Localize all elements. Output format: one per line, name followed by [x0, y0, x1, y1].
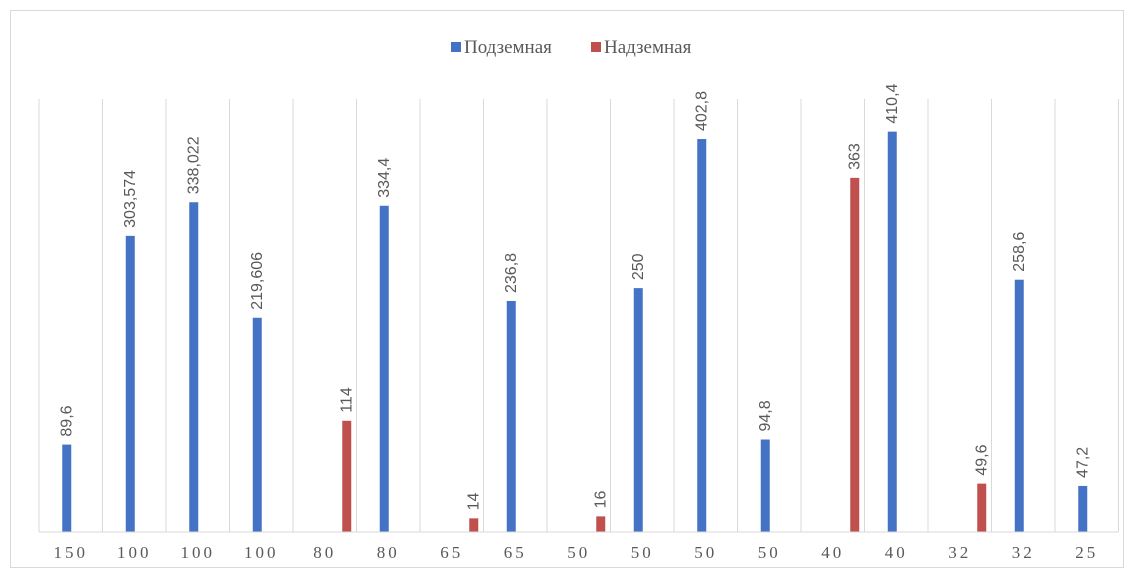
bar-underground — [252, 317, 262, 532]
bar-underground — [697, 139, 707, 533]
data-label-aboveground: 49,6 — [974, 444, 991, 475]
x-tick-label: 32 — [948, 543, 971, 562]
x-tick-label: 150 — [54, 543, 89, 562]
bar-underground — [1078, 485, 1088, 532]
data-label-underground: 258,6 — [1011, 232, 1028, 272]
legend-swatch-aboveground — [591, 42, 601, 52]
x-tick-label: 100 — [117, 543, 152, 562]
x-tick-label: 80 — [377, 543, 400, 562]
legend-label-underground: Подземная — [464, 37, 552, 58]
data-label-underground: 303,574 — [122, 170, 139, 228]
data-label-underground: 47,2 — [1075, 447, 1092, 478]
data-label-underground: 94,8 — [757, 400, 774, 431]
x-tick-label: 50 — [758, 543, 781, 562]
data-label-underground: 402,8 — [694, 91, 711, 131]
data-labels: 89,6 303,574 338,022 219,606 334,4 236,8 250 40… — [59, 83, 1092, 510]
bar-aboveground — [977, 483, 987, 532]
data-label-underground: 338,022 — [186, 136, 203, 194]
x-tick-label: 32 — [1012, 543, 1035, 562]
legend-swatch-underground — [451, 42, 461, 52]
data-label-underground: 219,606 — [249, 252, 266, 310]
x-tick-label: 25 — [1075, 543, 1098, 562]
legend-entry-aboveground: Надземная — [591, 37, 692, 58]
chart-area: Подземная Надземная 89,6 303,574 338,022 21… — [10, 10, 1124, 568]
bar-underground — [506, 300, 516, 532]
data-label-aboveground: 363 — [847, 143, 864, 170]
data-label-underground: 236,8 — [503, 253, 520, 293]
data-label-underground: 89,6 — [59, 405, 76, 436]
x-tick-label: 40 — [821, 543, 844, 562]
bar-aboveground — [469, 518, 479, 532]
x-tick-label: 100 — [181, 543, 216, 562]
bar-underground — [1014, 279, 1024, 532]
bar-aboveground — [850, 177, 860, 532]
x-tick-label: 50 — [694, 543, 717, 562]
bar-chart: Подземная Надземная 89,6 303,574 338,022 21… — [38, 37, 1119, 562]
x-tick-label: 50 — [567, 543, 590, 562]
x-tick-label: 65 — [504, 543, 527, 562]
legend-entry-underground: Подземная — [451, 37, 552, 58]
x-tick-label: 100 — [244, 543, 279, 562]
x-tick-label: 65 — [440, 543, 463, 562]
data-label-underground: 410,4 — [884, 83, 901, 123]
bar-underground — [62, 444, 72, 532]
bar-underground — [125, 235, 135, 533]
data-label-aboveground: 14 — [466, 492, 483, 510]
legend: Подземная Надземная — [451, 37, 692, 58]
gridlines — [38, 99, 1119, 532]
data-label-underground: 250 — [630, 253, 647, 280]
x-axis-tick-labels: 150 100 100 100 80 80 65 65 50 50 50 50 40 40 32 32 25 — [54, 543, 1098, 562]
bar-underground — [887, 131, 897, 532]
bar-aboveground — [342, 420, 352, 532]
bar-aboveground — [596, 516, 606, 532]
bar-underground — [760, 439, 770, 532]
data-label-aboveground: 114 — [339, 387, 356, 413]
data-label-underground: 334,4 — [376, 158, 393, 198]
bar-underground — [633, 288, 643, 532]
data-label-aboveground: 16 — [593, 490, 610, 508]
x-tick-label: 40 — [885, 543, 908, 562]
x-tick-label: 50 — [631, 543, 654, 562]
legend-label-aboveground: Надземная — [604, 37, 692, 58]
bar-underground — [379, 205, 389, 532]
x-tick-label: 80 — [313, 543, 336, 562]
bar-underground — [189, 202, 199, 532]
bars — [62, 131, 1088, 533]
